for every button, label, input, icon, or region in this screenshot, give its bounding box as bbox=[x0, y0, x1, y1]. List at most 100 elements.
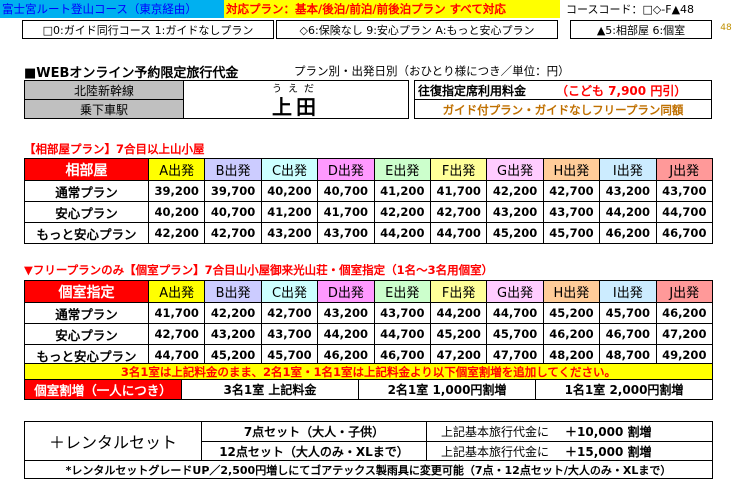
shared-room-price-cell: 44,200 bbox=[373, 222, 431, 244]
station-label: 乗下車駅 bbox=[24, 99, 184, 119]
shared-room-col-h: H出発 bbox=[542, 158, 601, 181]
shared-room-col-b: B出発 bbox=[204, 158, 262, 181]
table-row: 安心プラン 40,200 40,700 41,200 41,700 42,200 42,70… bbox=[24, 201, 714, 223]
rental-7pt-name: 7点セット（大人・子供） bbox=[201, 421, 427, 442]
shared-room-price-cell: 43,700 bbox=[317, 222, 375, 244]
shared-room-price-cell: 39,200 bbox=[147, 180, 206, 202]
private-room-corner: 個室指定 bbox=[24, 280, 149, 303]
shared-room-price-cell: 43,200 bbox=[486, 201, 544, 223]
shared-room-price-cell: 42,200 bbox=[147, 222, 206, 244]
private-room-price-cell: 43,700 bbox=[373, 302, 431, 324]
private-room-note: 3名1室は上記料金のまま、2名1室・1名1室は上記料金より以下個室割増を追加して… bbox=[24, 363, 713, 380]
shared-room-col-d: D出発 bbox=[317, 158, 375, 181]
shared-room-price-cell: 43,200 bbox=[260, 222, 319, 244]
shared-room-price-cell: 45,700 bbox=[542, 222, 601, 244]
rental-12pt-price: ＋15,000 割増 bbox=[565, 444, 652, 459]
private-room-price-cell: 47,200 bbox=[655, 323, 714, 345]
table-row: もっと安心プラン 44,700 45,200 45,700 46,200 46,700 47… bbox=[24, 344, 714, 366]
legend-insurance: ◇6:保険なし 9:安心プラン A:もっと安心プラン bbox=[276, 20, 558, 39]
shared-room-col-f: F出発 bbox=[429, 158, 488, 181]
shared-room-price-cell: 42,700 bbox=[542, 180, 601, 202]
station-box bbox=[183, 80, 409, 119]
private-room-header-row: 個室指定 A出発 B出発 C出発 D出発 E出発 F出発 G出発 H出発 I出発 J出発 bbox=[24, 280, 714, 303]
rental-7pt-desc: 上記基本旅行代金に ＋10,000 割増 bbox=[426, 421, 713, 442]
private-room-col-f: F出発 bbox=[429, 280, 488, 303]
surcharge-1p: 1名1室 2,000円割増 bbox=[535, 379, 713, 400]
private-room-price-cell: 45,700 bbox=[486, 323, 544, 345]
surcharge-2p: 2名1室 1,000円割増 bbox=[358, 379, 536, 400]
rental-12pt-desc-text: 上記基本旅行代金に bbox=[441, 444, 550, 459]
private-room-col-a: A出発 bbox=[147, 280, 206, 303]
rental-label: ＋レンタルセット bbox=[24, 421, 202, 461]
rental-note: *レンタルセットグレードUP／2,500円増しにてゴアテックス製雨具に変更可能（… bbox=[24, 460, 713, 479]
shared-room-col-c: C出発 bbox=[260, 158, 319, 181]
side-number: 48 bbox=[720, 23, 732, 33]
rental-12pt-desc: 上記基本旅行代金に ＋15,000 割増 bbox=[426, 441, 713, 461]
fare-divider bbox=[414, 99, 712, 100]
rental-7pt-price: ＋10,000 割増 bbox=[565, 425, 652, 439]
shared-room-price-cell: 40,700 bbox=[204, 201, 262, 223]
child-fare: （こども 7,900 円引） bbox=[556, 84, 687, 98]
shared-room-title: 【相部屋プラン】7合目以上山小屋 bbox=[24, 142, 205, 156]
shared-room-col-e: E出発 bbox=[373, 158, 431, 181]
private-room-col-i: I出発 bbox=[599, 280, 657, 303]
shared-room-price-cell: 46,200 bbox=[599, 222, 657, 244]
same-price-note: ガイド付プラン・ガイドなしフリープラン同額 bbox=[442, 102, 684, 117]
fee-section-title: ■WEBオンライン予約限定旅行代金 bbox=[24, 65, 239, 81]
shared-room-price-cell: 42,200 bbox=[373, 201, 431, 223]
shared-room-price-cell: 41,700 bbox=[429, 180, 488, 202]
station-name: 上田 bbox=[272, 95, 320, 118]
shared-room-price-cell: 44,700 bbox=[429, 222, 488, 244]
shared-room-col-i: I出発 bbox=[599, 158, 657, 181]
private-room-price-cell: 44,200 bbox=[317, 323, 375, 345]
private-room-col-e: E出発 bbox=[373, 280, 431, 303]
private-room-price-cell: 46,700 bbox=[599, 323, 657, 345]
shared-room-price-cell: 42,700 bbox=[204, 222, 262, 244]
rental-7pt-desc-text: 上記基本旅行代金に bbox=[441, 425, 550, 439]
private-room-col-d: D出発 bbox=[317, 280, 375, 303]
private-room-price-cell: 42,700 bbox=[147, 323, 206, 345]
private-room-price-cell: 45,200 bbox=[429, 323, 488, 345]
fee-section-subtitle: プラン別・出発日別（おひとり様につき／単位：円） bbox=[294, 64, 570, 78]
shared-room-price-cell: 43,700 bbox=[655, 180, 714, 202]
private-room-row-label: もっと安心プラン bbox=[24, 344, 149, 366]
shared-room-price-cell: 41,200 bbox=[373, 180, 431, 202]
private-room-price-cell: 44,700 bbox=[486, 302, 544, 324]
shared-room-price-cell: 41,700 bbox=[317, 201, 375, 223]
shared-room-price-cell: 40,200 bbox=[147, 201, 206, 223]
shared-room-price-cell: 42,200 bbox=[486, 180, 544, 202]
private-room-price-cell: 41,700 bbox=[147, 302, 206, 324]
course-code: コースコード：□◇-F▲48 bbox=[566, 3, 695, 16]
table-row: 通常プラン 41,700 42,200 42,700 43,200 43,700 44,20… bbox=[24, 302, 714, 324]
private-room-col-j: J出発 bbox=[655, 280, 714, 303]
shared-room-price-cell: 44,700 bbox=[655, 201, 714, 223]
private-room-price-cell: 43,700 bbox=[260, 323, 319, 345]
private-room-col-b: B出発 bbox=[204, 280, 262, 303]
surcharge-label: 個室割増（一人につき） bbox=[24, 379, 182, 400]
private-room-price-cell: 43,200 bbox=[317, 302, 375, 324]
private-room-price-cell: 45,200 bbox=[542, 302, 601, 324]
shared-room-price-cell: 40,700 bbox=[317, 180, 375, 202]
private-room-price-cell: 46,200 bbox=[655, 302, 714, 324]
private-room-price-cell: 42,700 bbox=[260, 302, 319, 324]
station-reading: うえだ bbox=[272, 83, 320, 94]
line-name: 北陸新幹線 bbox=[24, 80, 184, 100]
private-room-price-cell: 44,700 bbox=[373, 323, 431, 345]
shared-room-price-cell: 39,700 bbox=[204, 180, 262, 202]
shared-room-table: 相部屋 A出発 B出発 C出発 D出発 E出発 F出発 G出発 H出発 I出発 J出発 通常プラン… bbox=[24, 158, 714, 244]
private-room-table: 個室指定 A出発 B出発 C出発 D出発 E出発 F出発 G出発 H出発 I出発 J出発 通常プラ… bbox=[24, 280, 714, 366]
shared-room-header-row: 相部屋 A出発 B出発 C出発 D出発 E出発 F出発 G出発 H出発 I出発 J出発 bbox=[24, 158, 714, 181]
private-room-row-label: 通常プラン bbox=[24, 302, 149, 324]
shared-room-price-cell: 45,200 bbox=[486, 222, 544, 244]
private-room-title: ▼フリープランのみ【個室プラン】7合目山小屋御来光山荘・個室指定（1名～3名用個… bbox=[24, 263, 494, 277]
shared-room-row-label: もっと安心プラン bbox=[24, 222, 149, 244]
private-room-price-cell: 43,200 bbox=[204, 323, 262, 345]
shared-room-corner: 相部屋 bbox=[24, 158, 149, 181]
table-row: 安心プラン 42,700 43,200 43,700 44,200 44,700 45,20… bbox=[24, 323, 714, 345]
shared-room-price-cell: 41,200 bbox=[260, 201, 319, 223]
private-room-row-label: 安心プラン bbox=[24, 323, 149, 345]
shared-room-col-g: G出発 bbox=[486, 158, 544, 181]
table-row: 通常プラン 39,200 39,700 40,200 40,700 41,200 41,70… bbox=[24, 180, 714, 202]
course-title: 富士宮ルート登山コース（東京経由） bbox=[0, 0, 224, 18]
shared-room-price-cell: 40,200 bbox=[260, 180, 319, 202]
